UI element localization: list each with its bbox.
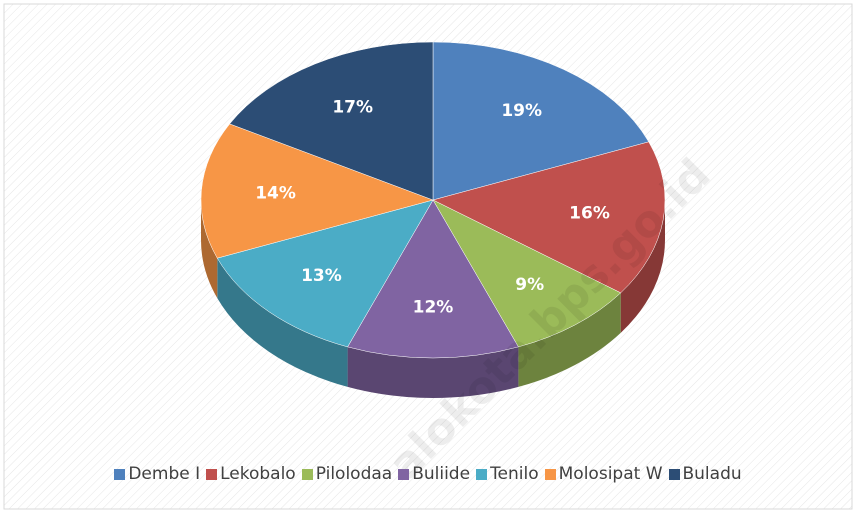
pie-side xyxy=(620,200,665,333)
legend-label: Pilolodaa xyxy=(315,464,393,484)
pie-slice xyxy=(432,141,666,294)
legend-swatch xyxy=(206,468,218,480)
data-label: 12% xyxy=(413,297,454,317)
legend-swatch xyxy=(476,468,488,480)
legend-item: Buladu xyxy=(668,464,742,484)
legend-item: Molosipat W xyxy=(544,464,663,484)
legend-label: Lekobalo xyxy=(220,464,296,484)
pie-slice xyxy=(229,41,434,201)
legend-label: Tenilo xyxy=(490,464,539,484)
legend-swatch xyxy=(544,468,556,480)
data-label: 9% xyxy=(515,275,544,295)
pie-slice xyxy=(432,199,622,348)
legend-label: Molosipat W xyxy=(558,464,663,484)
data-label: 16% xyxy=(569,203,610,223)
legend: Dembe I Lekobalo Pilolodaa Buliide Tenilo Mol… xyxy=(0,464,856,484)
legend-swatch xyxy=(398,468,410,480)
legend-item: Pilolodaa xyxy=(301,464,393,484)
data-label: 14% xyxy=(255,183,296,203)
pie-slice xyxy=(216,199,434,348)
legend-label: Dembe I xyxy=(128,464,201,484)
pie-slice xyxy=(200,123,434,259)
legend-item: Tenilo xyxy=(476,464,539,484)
legend-swatch xyxy=(668,468,680,480)
data-label: 17% xyxy=(332,98,373,118)
data-label: 13% xyxy=(301,266,342,286)
pie-side xyxy=(347,346,519,398)
legend-item: Dembe I xyxy=(114,464,200,484)
legend-label: Buliide xyxy=(412,464,471,484)
pie-side xyxy=(518,292,621,387)
pie-side xyxy=(217,258,348,387)
pie: 19% 16% 9% 12% 13% 14% 17% xyxy=(200,41,666,398)
legend-item: Lekobalo xyxy=(206,464,296,484)
pie-slice xyxy=(347,199,519,359)
legend-swatch xyxy=(301,468,313,480)
legend-swatch xyxy=(114,468,126,480)
legend-label: Buladu xyxy=(682,464,742,484)
pie-side xyxy=(201,200,218,299)
data-label: 19% xyxy=(501,101,542,121)
pie-slice xyxy=(432,41,650,201)
legend-item: Buliide xyxy=(398,464,470,484)
